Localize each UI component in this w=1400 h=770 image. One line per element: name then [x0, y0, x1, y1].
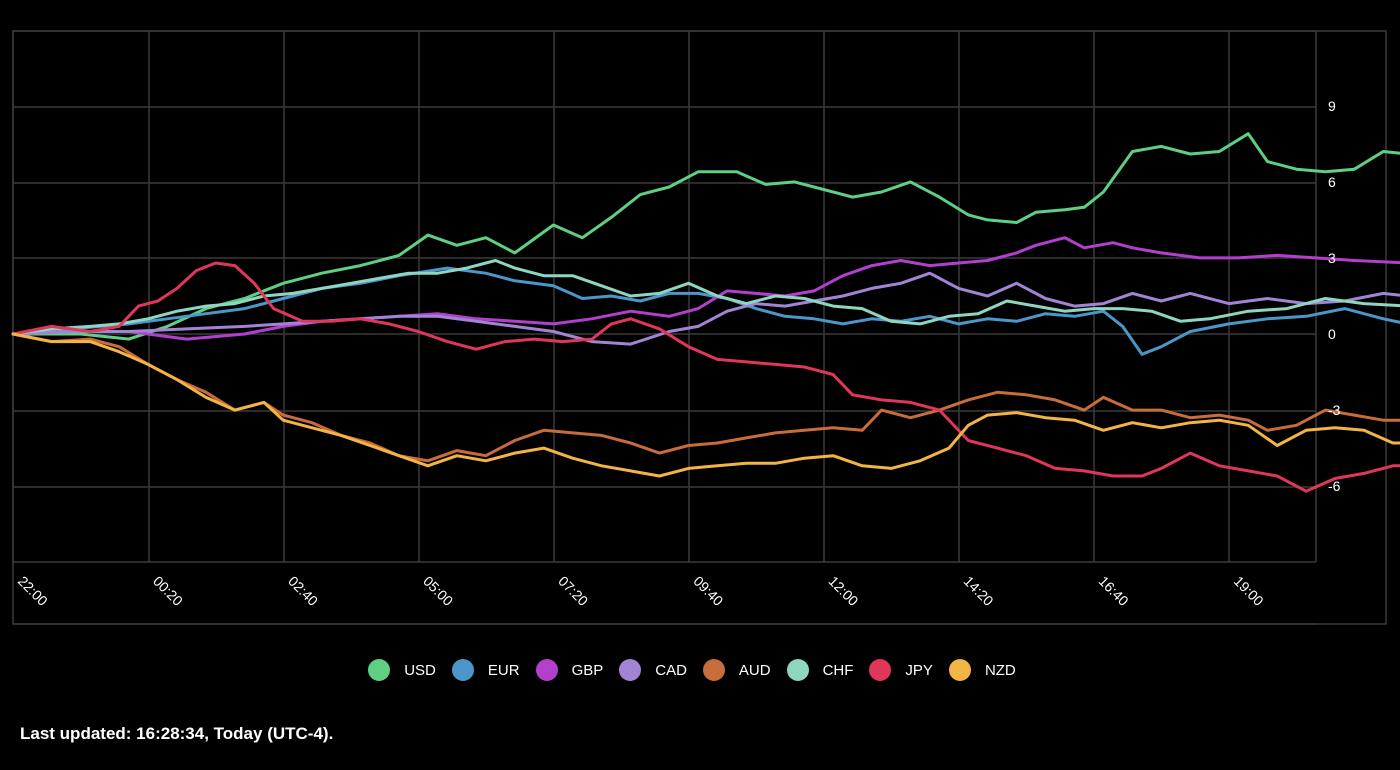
legend-label: GBP — [571, 661, 604, 679]
legend-label: USD — [404, 661, 436, 679]
series-line-gbp — [11, 236, 1400, 341]
legend-label: NZD — [984, 661, 1016, 679]
y-tick-label: -6 — [1328, 478, 1341, 494]
last-updated-text: Last updated: 16:28:34, Today (UTC-4). — [20, 724, 334, 743]
x-tick-label: 02:40 — [285, 573, 321, 609]
legend-swatch-icon — [451, 659, 474, 681]
legend-label: CAD — [655, 661, 687, 679]
x-tick-label: 12:00 — [825, 573, 861, 609]
legend-swatch-icon — [368, 659, 391, 681]
y-tick-label: 6 — [1328, 174, 1336, 190]
legend-item-cad[interactable]: CAD — [619, 659, 687, 681]
y-axis-ticks: 9 6 3 0 -3 -6 — [1328, 98, 1341, 494]
legend-swatch-icon — [786, 659, 809, 681]
series-line-nzd — [11, 332, 1400, 478]
legend-swatch-icon — [702, 659, 725, 681]
y-tick-label: -3 — [1328, 402, 1341, 418]
x-tick-label: 09:40 — [690, 573, 726, 609]
legend: USD EUR GBP CAD AUD CHF JPY NZD — [0, 655, 1400, 685]
currency-strength-chart: 9 6 3 0 -3 -6 22:00 00:20 02:40 05:00 07:20 09:40 1… — [11, 30, 1400, 625]
legend-item-eur[interactable]: EUR — [451, 659, 520, 681]
x-tick-label: 22:00 — [15, 573, 51, 609]
series-lines — [11, 132, 1400, 493]
legend-item-chf[interactable]: CHF — [786, 659, 854, 681]
legend-swatch-icon — [869, 659, 892, 681]
y-tick-label: 9 — [1328, 98, 1336, 114]
legend-item-jpy[interactable]: JPY — [869, 659, 933, 681]
x-tick-label: 00:20 — [150, 573, 186, 609]
legend-label: AUD — [738, 661, 771, 679]
series-line-jpy — [11, 261, 1400, 493]
legend-item-usd[interactable]: USD — [368, 659, 436, 681]
x-axis-ticks: 22:00 00:20 02:40 05:00 07:20 09:40 12:00 14:20… — [15, 573, 1267, 609]
series-line-eur — [11, 266, 1400, 356]
legend-swatch-icon — [948, 659, 971, 681]
y-tick-label: 3 — [1328, 250, 1336, 266]
y-tick-label: 0 — [1328, 326, 1336, 342]
series-line-chf — [11, 259, 1400, 336]
legend-swatch-icon — [535, 659, 558, 681]
series-line-usd — [11, 132, 1400, 341]
x-tick-label: 19:00 — [1231, 573, 1267, 609]
x-tick-label: 14:20 — [961, 573, 997, 609]
legend-label: CHF — [822, 661, 854, 679]
x-tick-label: 05:00 — [420, 573, 456, 609]
x-tick-label: 16:40 — [1096, 573, 1132, 609]
legend-item-nzd[interactable]: NZD — [948, 659, 1016, 681]
legend-swatch-icon — [619, 659, 642, 681]
x-tick-label: 07:20 — [555, 573, 591, 609]
legend-label: JPY — [905, 661, 933, 679]
legend-item-aud[interactable]: AUD — [702, 659, 771, 681]
legend-label: EUR — [487, 661, 520, 679]
legend-item-gbp[interactable]: GBP — [535, 659, 604, 681]
